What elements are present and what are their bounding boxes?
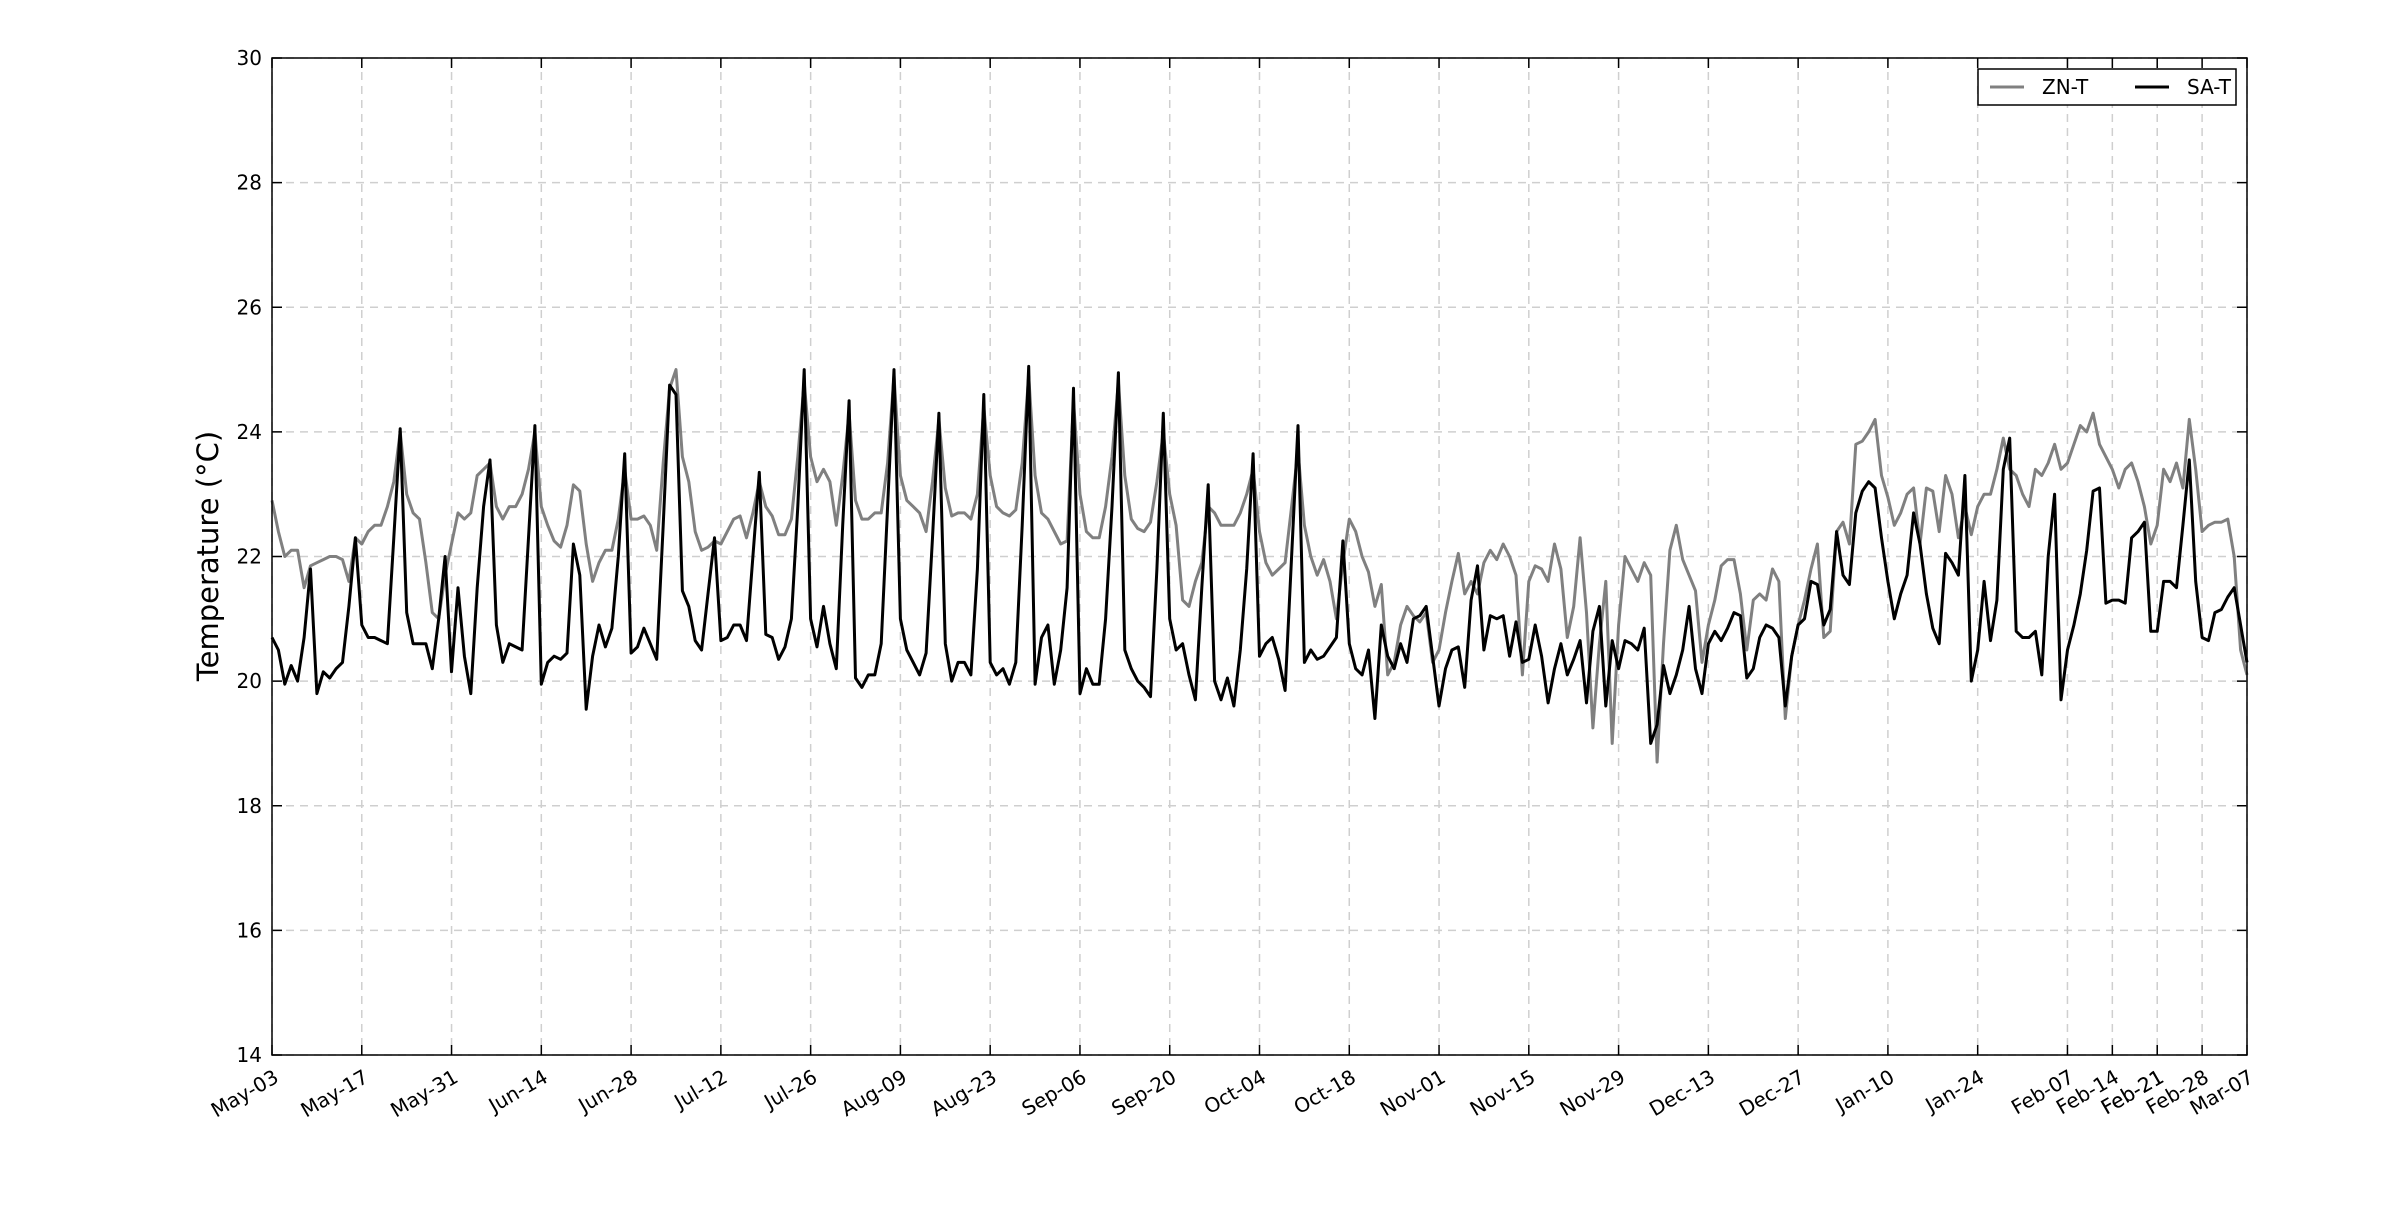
x-tick-label: Jul-12 [668,1065,731,1115]
y-tick-label: 14 [237,1043,262,1067]
x-tick-label: Nov-01 [1376,1065,1450,1121]
x-tick-label: Oct-18 [1290,1065,1360,1119]
y-tick-label: 28 [237,171,262,195]
x-tick-label: Dec-27 [1735,1065,1809,1121]
x-tick-label: Sep-06 [1018,1065,1091,1121]
x-tick-label: Nov-29 [1555,1065,1629,1121]
x-tick-label: Jun-14 [483,1065,552,1119]
y-axis-label: Temperature (°C) [191,431,225,682]
x-tick-label: Aug-23 [927,1065,1001,1122]
x-tick-label: Oct-04 [1200,1065,1270,1119]
x-tick-label: Nov-15 [1466,1065,1540,1121]
y-tick-label: 26 [237,295,262,319]
x-tick-label: May-03 [207,1065,283,1123]
x-tick-label: Jun-28 [573,1065,642,1119]
legend-label: SA-T [2187,75,2232,99]
x-tick-label: Sep-20 [1107,1065,1180,1121]
x-tick-label: Jan-10 [1830,1065,1899,1119]
x-tick-label: Aug-09 [837,1065,911,1122]
x-tick-label: Jul-26 [758,1065,821,1115]
x-tick-label: Jan-24 [1919,1065,1988,1119]
y-tick-label: 24 [237,420,262,444]
y-tick-label: 16 [237,918,262,942]
y-tick-label: 22 [237,545,262,569]
x-tick-label: Dec-13 [1645,1065,1719,1121]
y-tick-label: 18 [237,794,262,818]
y-tick-label: 30 [237,46,262,70]
line-series [270,364,2249,745]
x-tick-label: May-31 [386,1065,462,1123]
legend: ZN-T SA-T [1977,68,2237,106]
x-tick-label: May-17 [296,1065,372,1123]
line-series [270,368,2249,764]
y-tick-label: 20 [237,669,262,693]
plot-frame [271,57,2248,1056]
legend-label: ZN-T [2042,75,2089,99]
